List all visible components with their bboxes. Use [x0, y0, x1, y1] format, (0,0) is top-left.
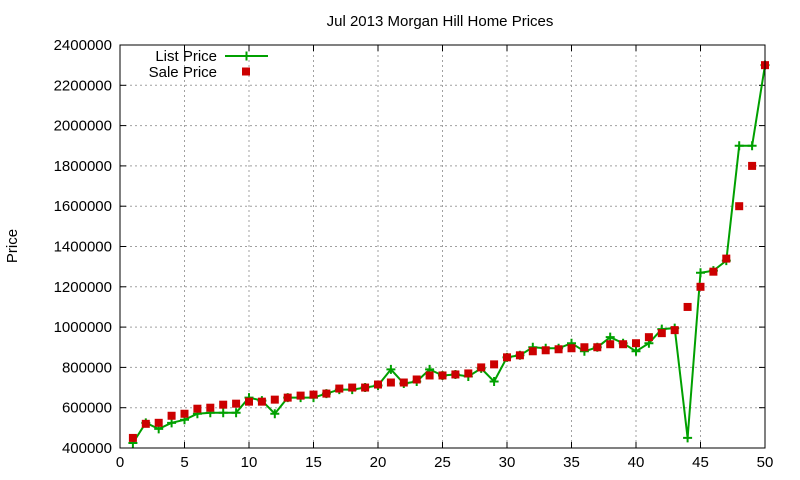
x-tick-label: 25 [434, 454, 451, 471]
data-point-list-price [489, 377, 499, 387]
data-point-sale-price [167, 411, 176, 420]
data-point-sale-price [296, 391, 305, 400]
data-point-sale-price [477, 363, 486, 372]
data-point-sale-price [580, 343, 589, 352]
data-point-list-price [218, 408, 228, 418]
data-point-sale-price [206, 403, 215, 412]
data-point-list-price [386, 364, 396, 374]
y-tick-label: 2400000 [54, 37, 112, 54]
data-point-sale-price [644, 333, 653, 342]
y-tick-label: 2000000 [54, 118, 112, 135]
data-point-list-price [734, 141, 744, 151]
data-point-sale-price [425, 371, 434, 380]
y-tick-label: 1800000 [54, 158, 112, 175]
x-tick-label: 30 [499, 454, 516, 471]
data-point-list-price [631, 346, 641, 356]
data-point-sale-price [232, 399, 241, 408]
legend-marker-list-price [242, 51, 251, 61]
data-point-sale-price [696, 282, 705, 291]
x-tick-label: 15 [305, 454, 322, 471]
data-point-list-price [605, 332, 615, 342]
chart-title: Jul 2013 Morgan Hill Home Prices [327, 13, 554, 30]
legend-label-sale-price: Sale Price [149, 64, 217, 81]
data-point-sale-price [361, 383, 370, 392]
axis-ticks: 0 5 10 15 20 25 30 35 40 45 50 400000 600000 800000 10… [54, 37, 774, 471]
data-point-sale-price [154, 418, 163, 427]
data-point-sale-price [438, 371, 447, 380]
data-point-sale-price [283, 393, 292, 402]
y-tick-label: 1200000 [54, 279, 112, 296]
data-point-sale-price [683, 302, 692, 311]
data-point-sale-price [464, 369, 473, 378]
data-point-list-price [231, 408, 241, 418]
data-point-sale-price [632, 339, 640, 348]
legend: List Price Sale Price [149, 48, 268, 81]
data-point-sale-price [619, 340, 628, 349]
data-point-sale-price [722, 254, 731, 263]
data-point-list-price [167, 418, 177, 428]
data-point-sale-price [567, 344, 576, 353]
y-tick-label: 400000 [62, 440, 112, 457]
x-tick-label: 10 [241, 454, 258, 471]
data-point-list-price [696, 268, 705, 278]
y-axis-label: Price [4, 229, 21, 263]
series-line-list-price [132, 65, 766, 444]
data-point-sale-price [386, 378, 395, 387]
data-point-sale-price [528, 347, 537, 356]
grid [120, 45, 765, 448]
x-tick-label: 0 [116, 454, 124, 471]
data-point-sale-price [128, 433, 137, 442]
series-layer [128, 60, 770, 448]
data-point-sale-price [451, 370, 460, 379]
data-point-sale-price [593, 343, 602, 352]
data-point-sale-price [503, 353, 511, 362]
x-tick-label: 20 [370, 454, 387, 471]
data-point-sale-price [257, 397, 266, 406]
data-point-sale-price [709, 267, 718, 276]
y-tick-label: 2200000 [54, 77, 112, 94]
data-point-sale-price [735, 202, 744, 211]
data-point-sale-price [657, 329, 666, 338]
data-point-sale-price [245, 397, 253, 406]
x-tick-label: 35 [563, 454, 580, 471]
data-point-sale-price [670, 326, 679, 335]
data-point-sale-price [541, 346, 550, 355]
data-point-list-price [683, 433, 693, 443]
data-point-sale-price [322, 389, 331, 398]
data-point-sale-price [141, 419, 150, 428]
data-point-sale-price [515, 351, 524, 360]
x-tick-label: 45 [692, 454, 709, 471]
data-point-sale-price [490, 360, 499, 369]
x-tick-label: 40 [628, 454, 645, 471]
y-tick-label: 600000 [62, 400, 112, 417]
data-point-sale-price [335, 384, 344, 393]
data-point-sale-price [748, 161, 757, 170]
data-point-list-price [270, 409, 280, 419]
data-point-list-price [747, 141, 757, 151]
y-tick-label: 1000000 [54, 319, 112, 336]
data-point-sale-price [309, 390, 318, 399]
data-point-sale-price [374, 380, 382, 389]
data-point-sale-price [412, 375, 421, 384]
y-tick-label: 1600000 [54, 198, 112, 215]
data-point-sale-price [348, 383, 357, 392]
y-tick-label: 1400000 [54, 239, 112, 256]
data-point-sale-price [219, 400, 228, 409]
legend-label-list-price: List Price [155, 48, 217, 65]
x-tick-label: 5 [180, 454, 188, 471]
data-point-sale-price [193, 404, 202, 413]
data-point-sale-price [554, 345, 563, 354]
data-point-sale-price [270, 395, 279, 404]
y-tick-label: 800000 [62, 359, 112, 376]
data-point-sale-price [606, 340, 615, 349]
x-tick-label: 50 [757, 454, 774, 471]
plot-frame [119, 44, 766, 449]
data-point-sale-price [399, 378, 408, 387]
legend-marker-sale-price [242, 67, 250, 76]
data-point-sale-price [180, 409, 189, 418]
